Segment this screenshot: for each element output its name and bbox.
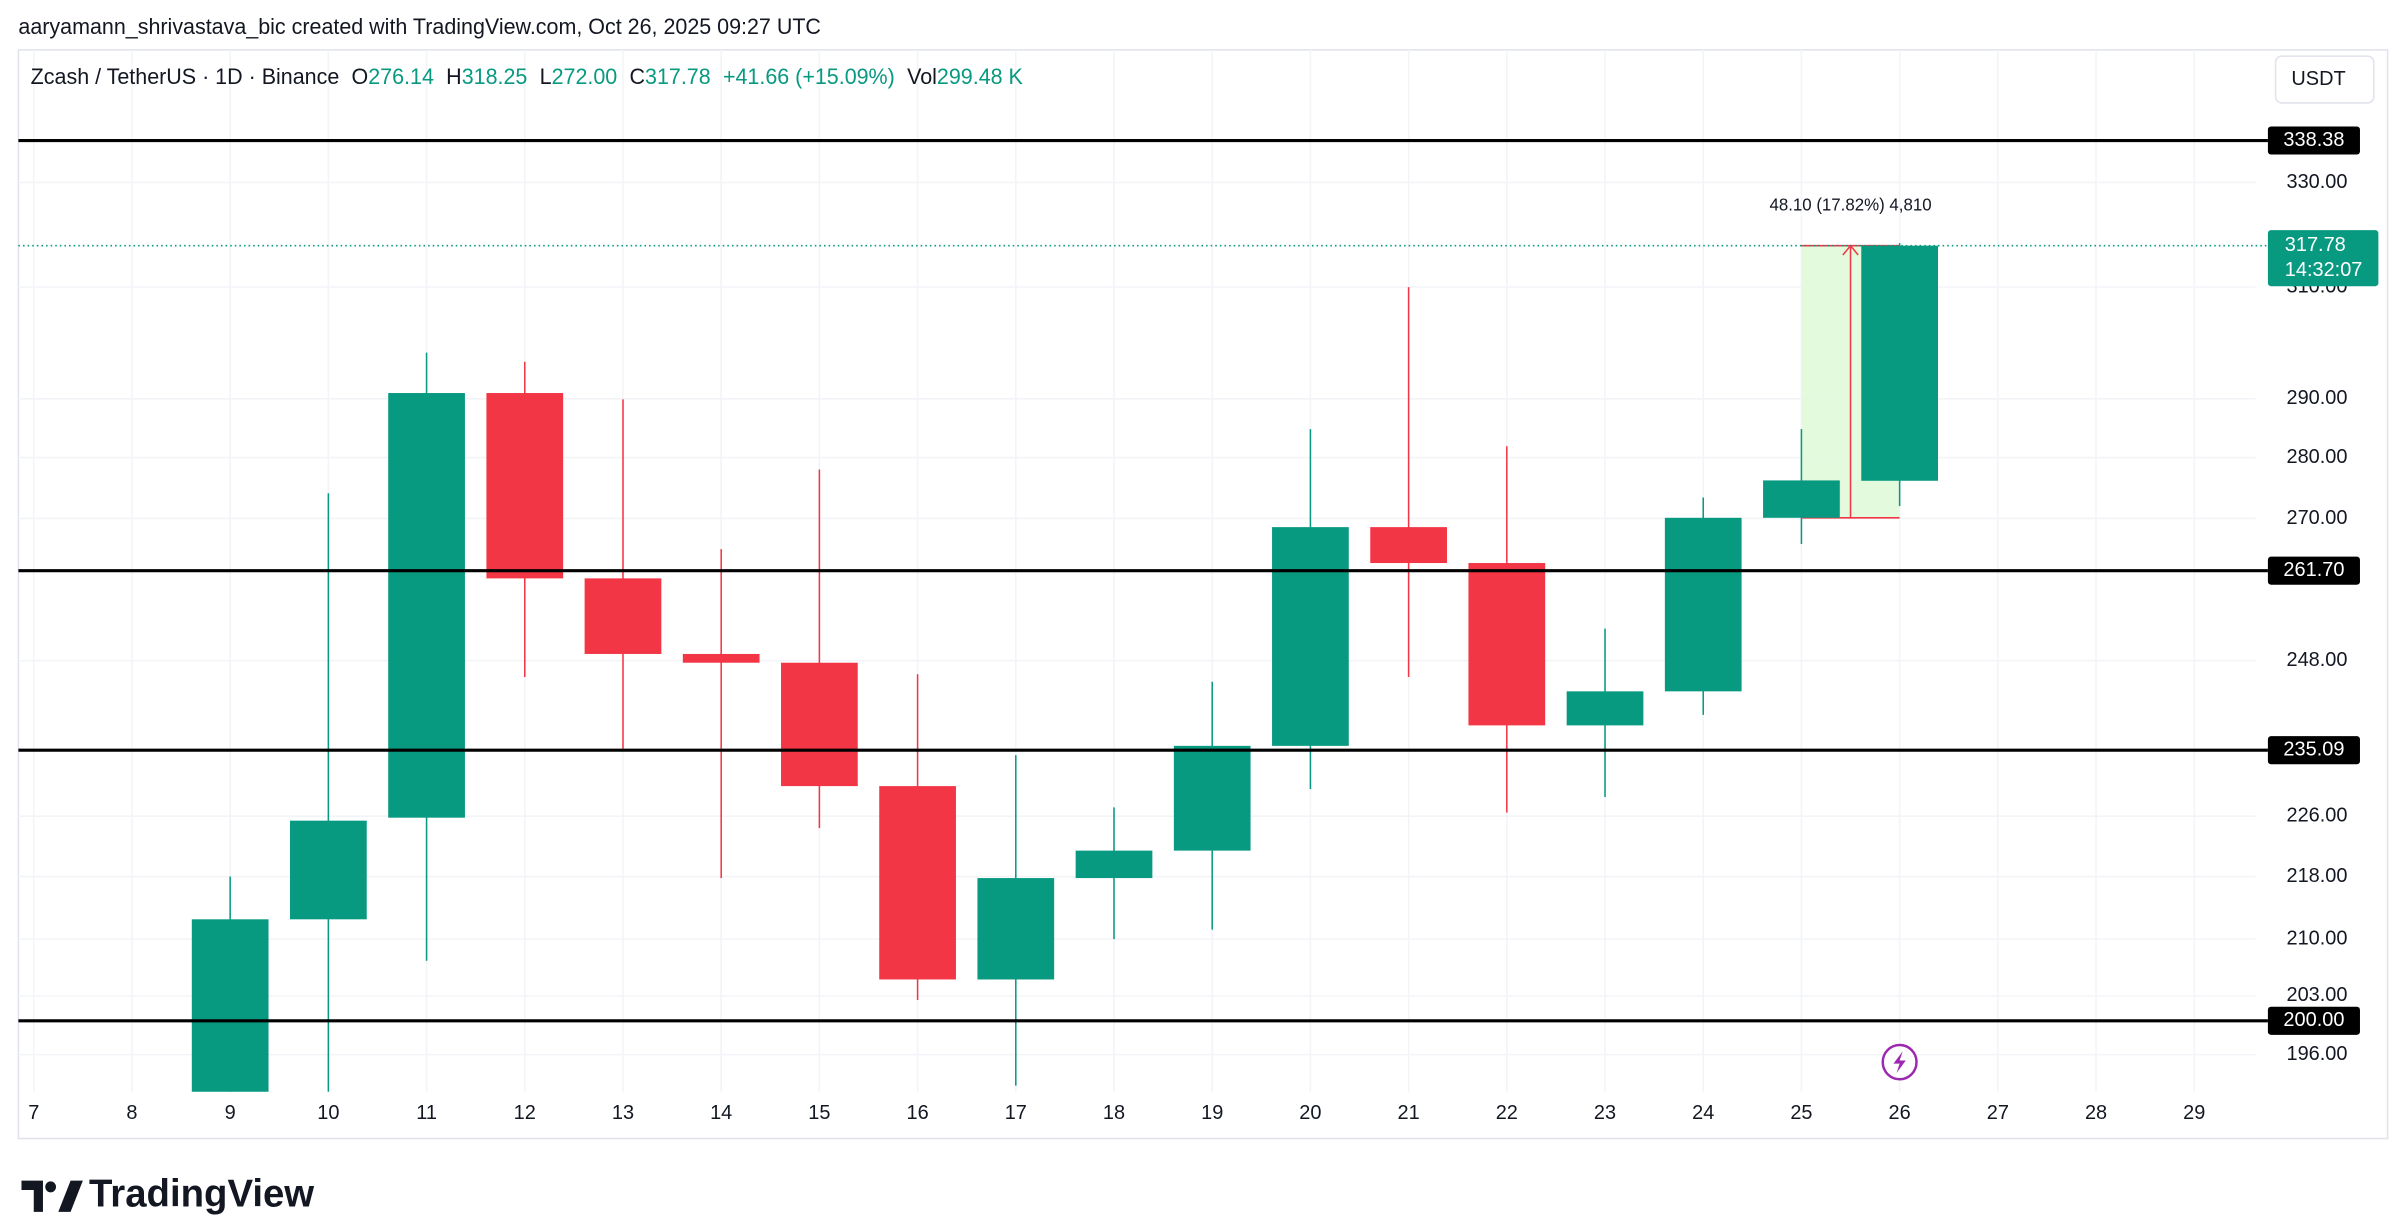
- ohlc-key: H: [446, 64, 462, 89]
- x-tick-label: 26: [1889, 1102, 1911, 1124]
- level-tag: [2267, 126, 2360, 155]
- candle-body: [977, 878, 1055, 980]
- candle-body: [1763, 480, 1840, 518]
- level-label: 261.70: [2283, 559, 2344, 581]
- logo-mark: [21, 1180, 43, 1212]
- x-tick-label: 12: [514, 1102, 536, 1124]
- y-tick-label: 210.00: [2286, 927, 2347, 949]
- ohlc-key: C: [630, 64, 646, 89]
- event-bolt: [1893, 1051, 1906, 1074]
- x-tick-label: 20: [1299, 1102, 1321, 1124]
- level-label: 235.09: [2283, 738, 2344, 760]
- y-tick-label: 280.00: [2286, 446, 2347, 468]
- volume-value: 299.48 K: [937, 64, 1023, 89]
- x-tick-label: 10: [317, 1102, 339, 1124]
- ohlc-key: L: [540, 64, 552, 89]
- ohlc-value: 276.14: [368, 64, 434, 89]
- x-tick-label: 22: [1496, 1102, 1518, 1124]
- symbol-legend: Zcash / TetherUS · 1D · Binance O276.14 H3…: [31, 64, 1024, 89]
- y-tick-label: 196.00: [2286, 1043, 2347, 1065]
- y-tick-label: 270.00: [2286, 507, 2347, 529]
- level-label: 338.38: [2283, 129, 2344, 151]
- x-tick-label: 28: [2085, 1102, 2107, 1124]
- x-tick-label: 13: [612, 1102, 634, 1124]
- ohlc-value: 318.25: [462, 64, 528, 89]
- x-tick-label: 21: [1398, 1102, 1420, 1124]
- measure-label: 48.10 (17.82%) 4,810: [1769, 195, 1931, 214]
- x-tick-label: 11: [416, 1102, 437, 1124]
- chart-frame: [17, 49, 2389, 1140]
- candle-body: [781, 662, 858, 787]
- candle-body: [879, 786, 956, 980]
- x-tick-label: 29: [2183, 1102, 2205, 1124]
- x-tick-label: 19: [1201, 1102, 1223, 1124]
- candle-body: [584, 578, 662, 654]
- x-tick-label: 7: [28, 1102, 39, 1124]
- candle-body: [682, 653, 760, 663]
- candle-body: [1664, 517, 1742, 692]
- y-tick-label: 290.00: [2286, 387, 2347, 409]
- candle-body: [1468, 563, 1546, 726]
- x-tick-label: 24: [1692, 1102, 1714, 1124]
- overlay: 330.00310.00290.00280.00270.00248.00226.…: [18, 126, 2379, 1124]
- last-price-tag: [2267, 230, 2379, 287]
- candle-body: [486, 393, 564, 579]
- event-icon[interactable]: [1881, 1043, 1918, 1081]
- candle-body: [388, 393, 465, 818]
- level-tag: [2267, 1006, 2360, 1035]
- candle-body: [191, 919, 269, 1092]
- symbol-title: Zcash / TetherUS · 1D · Binance: [31, 64, 340, 89]
- level-tag: [2267, 736, 2360, 765]
- x-tick-label: 8: [126, 1102, 137, 1124]
- level-tag: [2267, 556, 2360, 585]
- x-tick-label: 17: [1005, 1102, 1027, 1124]
- brand-logo: TradingView: [21, 1172, 315, 1216]
- y-tick-label: 218.00: [2286, 865, 2347, 887]
- y-tick-label: 248.00: [2286, 649, 2347, 671]
- x-tick-label: 16: [906, 1102, 928, 1124]
- plot-area: [191, 243, 1938, 1092]
- x-tick-label: 27: [1987, 1102, 2009, 1124]
- x-tick-label: 23: [1594, 1102, 1616, 1124]
- logo-dot: [45, 1181, 57, 1193]
- ohlc-value: 317.78: [645, 64, 711, 89]
- x-tick-label: 14: [710, 1102, 732, 1124]
- candle-body: [1272, 527, 1349, 746]
- y-tick-label: 330.00: [2286, 171, 2347, 193]
- currency-button[interactable]: [2274, 55, 2375, 104]
- brand-name: TradingView: [89, 1172, 315, 1215]
- y-tick-label: 226.00: [2286, 804, 2347, 826]
- x-tick-label: 9: [225, 1102, 236, 1124]
- last-price-label: 317.78: [2285, 234, 2346, 256]
- logo-slash: [58, 1180, 83, 1212]
- level-label: 200.00: [2283, 1009, 2344, 1031]
- x-tick-label: 18: [1103, 1102, 1125, 1124]
- candle-body: [1370, 527, 1447, 564]
- countdown-label: 14:32:07: [2285, 259, 2363, 281]
- candle-body: [290, 820, 367, 920]
- candle-body: [1075, 850, 1153, 879]
- candle-body: [1861, 245, 1938, 481]
- ohlc-value: 272.00: [552, 64, 618, 89]
- y-tick-label: 203.00: [2286, 984, 2347, 1006]
- change: +41.66 (+15.09%): [723, 64, 895, 89]
- x-tick-label: 25: [1790, 1102, 1812, 1124]
- currency-label: USDT: [2291, 68, 2345, 90]
- candle-body: [1173, 745, 1251, 851]
- candle-body: [1566, 691, 1644, 726]
- attribution: aaryamann_shrivastava_bic created with T…: [18, 14, 821, 39]
- x-tick-label: 15: [808, 1102, 830, 1124]
- ohlc-key: O: [352, 64, 369, 89]
- volume-key: Vol: [907, 64, 937, 89]
